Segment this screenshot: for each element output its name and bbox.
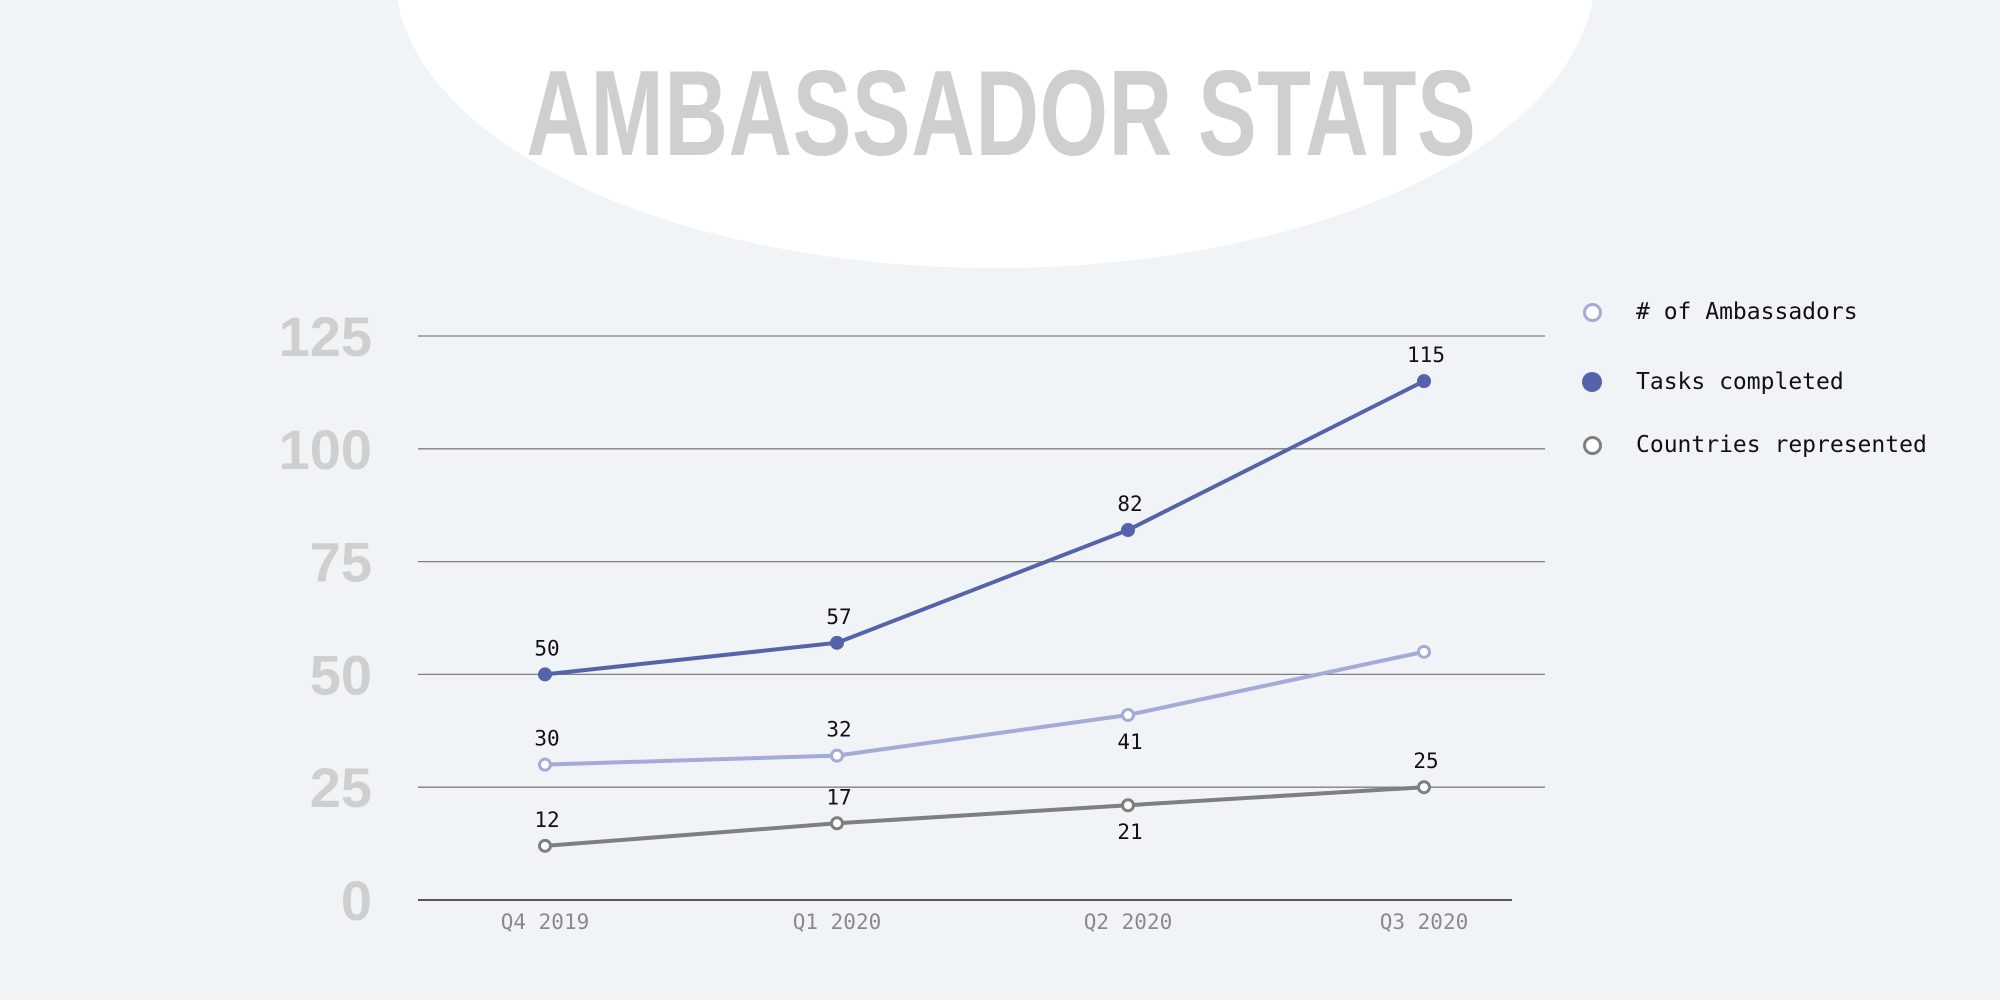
y-tick-label: 50 xyxy=(310,643,372,706)
data-point xyxy=(1121,708,1135,723)
y-tick-label: 125 xyxy=(279,305,372,368)
data-label: 82 xyxy=(1117,492,1142,516)
series-line xyxy=(544,649,1425,767)
legend-label: Tasks completed xyxy=(1636,369,1844,395)
x-tick-label: Q2 2020 xyxy=(1084,910,1173,934)
legend-marker xyxy=(1582,372,1602,392)
data-label: 17 xyxy=(826,785,851,809)
data-label: 12 xyxy=(534,808,559,832)
legend-item: # of Ambassadors xyxy=(1582,297,1927,327)
legend-marker xyxy=(1583,302,1602,322)
x-tick-label: Q3 2020 xyxy=(1380,910,1469,934)
x-tick-label: Q4 2019 xyxy=(501,910,590,934)
data-label: 115 xyxy=(1407,343,1445,367)
data-point xyxy=(538,667,552,682)
legend-label: Countries represented xyxy=(1636,432,1927,458)
data-point xyxy=(830,816,844,831)
legend-item: Countries represented xyxy=(1582,430,1927,460)
y-tick-label: 0 xyxy=(341,869,372,932)
data-label: 41 xyxy=(1117,730,1142,754)
data-label: 57 xyxy=(826,605,851,629)
series-line xyxy=(544,379,1425,677)
data-label: 21 xyxy=(1117,820,1142,844)
y-tick-label: 100 xyxy=(279,418,372,481)
data-point xyxy=(538,838,552,853)
chart-legend: # of Ambassadors Tasks completed Countries… xyxy=(1582,299,1927,475)
page-title: AMBASSADOR STATS xyxy=(526,45,1477,181)
data-point xyxy=(1417,780,1431,795)
data-label: 32 xyxy=(826,718,851,742)
series-line xyxy=(544,785,1425,848)
data-point xyxy=(1121,798,1135,813)
data-label: 25 xyxy=(1413,749,1438,773)
data-point xyxy=(1417,644,1431,659)
legend-item: Tasks completed xyxy=(1582,367,1927,397)
y-tick-label: 75 xyxy=(310,531,372,594)
data-point xyxy=(830,635,844,650)
data-label: 30 xyxy=(534,727,559,751)
data-point xyxy=(1417,374,1431,389)
x-tick-label: Q1 2020 xyxy=(793,910,882,934)
legend-marker xyxy=(1583,435,1602,455)
data-point xyxy=(1121,523,1135,538)
y-tick-label: 25 xyxy=(310,756,372,819)
legend-label: # of Ambassadors xyxy=(1636,299,1858,325)
data-point xyxy=(538,757,552,772)
data-point xyxy=(830,748,844,763)
data-label: 50 xyxy=(534,636,559,660)
